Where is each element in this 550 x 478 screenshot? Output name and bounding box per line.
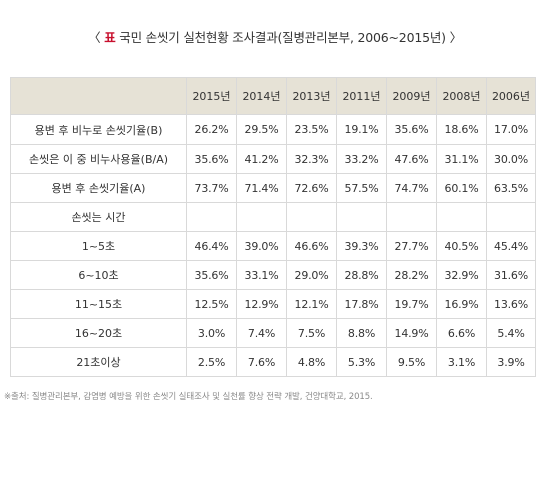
row-label: 16~20초 — [10, 318, 187, 348]
table-cell: 3.0% — [186, 318, 237, 348]
header-cell-year: 2011년 — [336, 77, 387, 115]
table-cell: 35.6% — [186, 144, 237, 174]
row-label: 11~15초 — [10, 289, 187, 319]
header-cell-year: 2008년 — [436, 77, 487, 115]
table-cell: 29.5% — [236, 114, 287, 145]
header-row: 2015년 2014년 2013년 2011년 2009년 2008년 2006… — [10, 77, 536, 115]
table-row: 16~20초 3.0% 7.4% 7.5% 8.8% 14.9% 6.6% 5.… — [10, 318, 536, 348]
table-cell: 39.0% — [236, 231, 287, 261]
table-cell: 33.1% — [236, 260, 287, 290]
table-cell — [336, 202, 387, 232]
table-row: 21초이상 2.5% 7.6% 4.8% 5.3% 9.5% 3.1% 3.9% — [10, 347, 536, 377]
table-cell: 16.9% — [436, 289, 487, 319]
table-cell — [286, 202, 337, 232]
title-open-bracket: 〈 — [88, 30, 101, 45]
table-cell: 19.1% — [336, 114, 387, 145]
table-cell: 35.6% — [186, 260, 237, 290]
table-cell: 30.0% — [486, 144, 536, 174]
row-label: 용변 후 손씻기율(A) — [10, 173, 187, 203]
row-label: 손씻은 이 중 비누사용율(B/A) — [10, 144, 187, 174]
table-cell: 60.1% — [436, 173, 487, 203]
table-cell: 32.9% — [436, 260, 487, 290]
table-cell: 5.3% — [336, 347, 387, 377]
table-cell: 7.6% — [236, 347, 287, 377]
table-cell: 17.0% — [486, 114, 536, 145]
table-cell: 8.8% — [336, 318, 387, 348]
table-cell: 71.4% — [236, 173, 287, 203]
table-cell: 29.0% — [286, 260, 337, 290]
table-cell: 12.5% — [186, 289, 237, 319]
table-cell: 7.5% — [286, 318, 337, 348]
table-cell: 6.6% — [436, 318, 487, 348]
title-table-label: 표 — [104, 30, 116, 45]
row-label: 6~10초 — [10, 260, 187, 290]
table-cell: 33.2% — [336, 144, 387, 174]
row-label: 손씻는 시간 — [10, 202, 187, 232]
table-cell: 12.9% — [236, 289, 287, 319]
table-cell: 28.2% — [386, 260, 437, 290]
table-row: 용변 후 손씻기율(A) 73.7% 71.4% 72.6% 57.5% 74.… — [10, 173, 536, 203]
table-cell: 12.1% — [286, 289, 337, 319]
table-cell: 74.7% — [386, 173, 437, 203]
table-cell: 5.4% — [486, 318, 536, 348]
survey-results-table: 2015년 2014년 2013년 2011년 2009년 2008년 2006… — [10, 77, 536, 377]
table-cell: 31.6% — [486, 260, 536, 290]
table-cell — [486, 202, 536, 232]
title-text: 국민 손씻기 실천현황 조사결과(질병관리본부, 2006~2015년) — [119, 30, 446, 45]
table-cell — [386, 202, 437, 232]
table-row: 11~15초 12.5% 12.9% 12.1% 17.8% 19.7% 16.… — [10, 289, 536, 319]
table-cell: 31.1% — [436, 144, 487, 174]
table-cell: 3.9% — [486, 347, 536, 377]
table-cell: 46.4% — [186, 231, 237, 261]
table-cell: 19.7% — [386, 289, 437, 319]
header-cell-empty — [10, 77, 187, 115]
table-cell: 9.5% — [386, 347, 437, 377]
row-label: 용변 후 비누로 손씻기율(B) — [10, 114, 187, 145]
table-cell: 14.9% — [386, 318, 437, 348]
header-cell-year: 2013년 — [286, 77, 337, 115]
table-cell: 72.6% — [286, 173, 337, 203]
header-cell-year: 2014년 — [236, 77, 287, 115]
table-cell: 2.5% — [186, 347, 237, 377]
table-row: 1~5초 46.4% 39.0% 46.6% 39.3% 27.7% 40.5%… — [10, 231, 536, 261]
table-cell: 13.6% — [486, 289, 536, 319]
row-label: 1~5초 — [10, 231, 187, 261]
table-cell — [186, 202, 237, 232]
table-cell — [236, 202, 287, 232]
table-cell: 47.6% — [386, 144, 437, 174]
table-cell: 17.8% — [336, 289, 387, 319]
table-row: 6~10초 35.6% 33.1% 29.0% 28.8% 28.2% 32.9… — [10, 260, 536, 290]
table-cell: 27.7% — [386, 231, 437, 261]
table-cell — [436, 202, 487, 232]
table-cell: 45.4% — [486, 231, 536, 261]
row-label: 21초이상 — [10, 347, 187, 377]
table-cell: 63.5% — [486, 173, 536, 203]
table-cell: 7.4% — [236, 318, 287, 348]
title-close-bracket: 〉 — [449, 30, 463, 45]
table-cell: 32.3% — [286, 144, 337, 174]
table-cell: 39.3% — [336, 231, 387, 261]
table-cell: 3.1% — [436, 347, 487, 377]
source-note: ※출처: 질병관리본부, 감염병 예방을 위한 손씻기 실태조사 및 실천률 향… — [4, 392, 373, 402]
table-row: 손씻는 시간 — [10, 202, 536, 232]
table-cell: 41.2% — [236, 144, 287, 174]
table-cell: 18.6% — [436, 114, 487, 145]
table-cell: 57.5% — [336, 173, 387, 203]
header-cell-year: 2009년 — [386, 77, 437, 115]
table-cell: 40.5% — [436, 231, 487, 261]
table-row: 용변 후 비누로 손씻기율(B) 26.2% 29.5% 23.5% 19.1%… — [10, 114, 536, 145]
table-cell: 4.8% — [286, 347, 337, 377]
header-cell-year: 2015년 — [186, 77, 237, 115]
table-cell: 73.7% — [186, 173, 237, 203]
table-row: 손씻은 이 중 비누사용율(B/A) 35.6% 41.2% 32.3% 33.… — [10, 144, 536, 174]
table-title: 〈 표 국민 손씻기 실천현황 조사결과(질병관리본부, 2006~2015년)… — [0, 27, 550, 46]
table-cell: 46.6% — [286, 231, 337, 261]
table-cell: 23.5% — [286, 114, 337, 145]
table-cell: 28.8% — [336, 260, 387, 290]
table-cell: 26.2% — [186, 114, 237, 145]
header-cell-year: 2006년 — [486, 77, 536, 115]
table-cell: 35.6% — [386, 114, 437, 145]
